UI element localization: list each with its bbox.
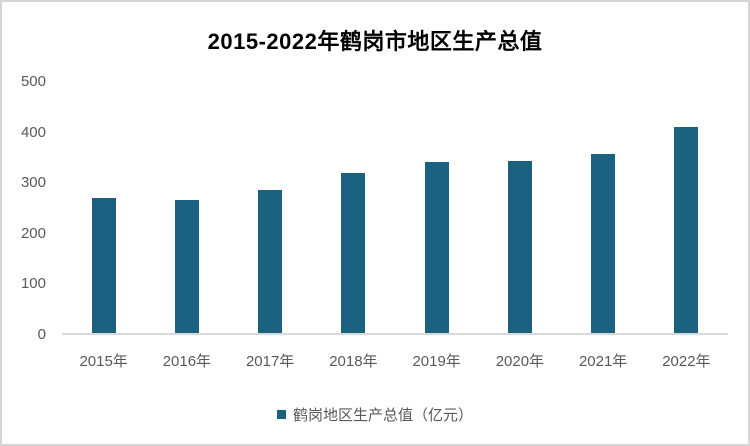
chart-title: 2015-2022年鹤岗市地区生产总值	[207, 29, 543, 54]
bar-slot	[395, 82, 478, 333]
y-tick-label: 200	[20, 224, 46, 242]
x-tick-label: 2020年	[495, 353, 545, 370]
bar-2021年	[591, 153, 616, 333]
y-axis: 0 100 200 300 400 500	[2, 2, 46, 444]
bar-slot	[312, 82, 395, 333]
bar-2020年	[507, 161, 532, 333]
x-tick-label: 2021年	[578, 353, 628, 370]
x-axis-labels: 2015年 2016年 2017年 2018年 2019年 2020年 2021年 2022年	[62, 350, 728, 371]
bar-slot	[229, 82, 312, 333]
plot-area	[62, 82, 728, 335]
bar-slot	[145, 82, 228, 333]
bar-2016年	[174, 199, 199, 333]
legend-label: 鹤岗地区生产总值（亿元）	[292, 407, 473, 424]
y-tick-label: 300	[20, 174, 46, 192]
x-tick-label: 2019年	[412, 353, 461, 370]
legend: 鹤岗地区生产总值（亿元）	[2, 404, 748, 425]
bar-slot	[645, 82, 728, 333]
x-tick-label: 2022年	[662, 353, 711, 370]
bar-2017年	[258, 189, 283, 333]
y-tick-label: 500	[20, 73, 46, 90]
bar-2018年	[341, 173, 366, 333]
bar-slot	[62, 82, 145, 333]
bar-slot	[562, 82, 645, 333]
y-tick-label: 400	[20, 123, 46, 141]
bar-2022年	[674, 126, 699, 333]
bar-2019年	[424, 162, 449, 333]
x-tick-label: 2016年	[162, 353, 212, 370]
x-tick-label: 2017年	[245, 353, 295, 370]
x-tick-label: 2018年	[329, 353, 378, 370]
bar-2015年	[91, 198, 116, 333]
x-tick-label: 2015年	[79, 353, 128, 370]
y-tick-label: 0	[37, 326, 46, 343]
bar-slot	[478, 82, 561, 333]
y-tick-label: 100	[20, 275, 46, 293]
legend-swatch	[276, 410, 286, 419]
